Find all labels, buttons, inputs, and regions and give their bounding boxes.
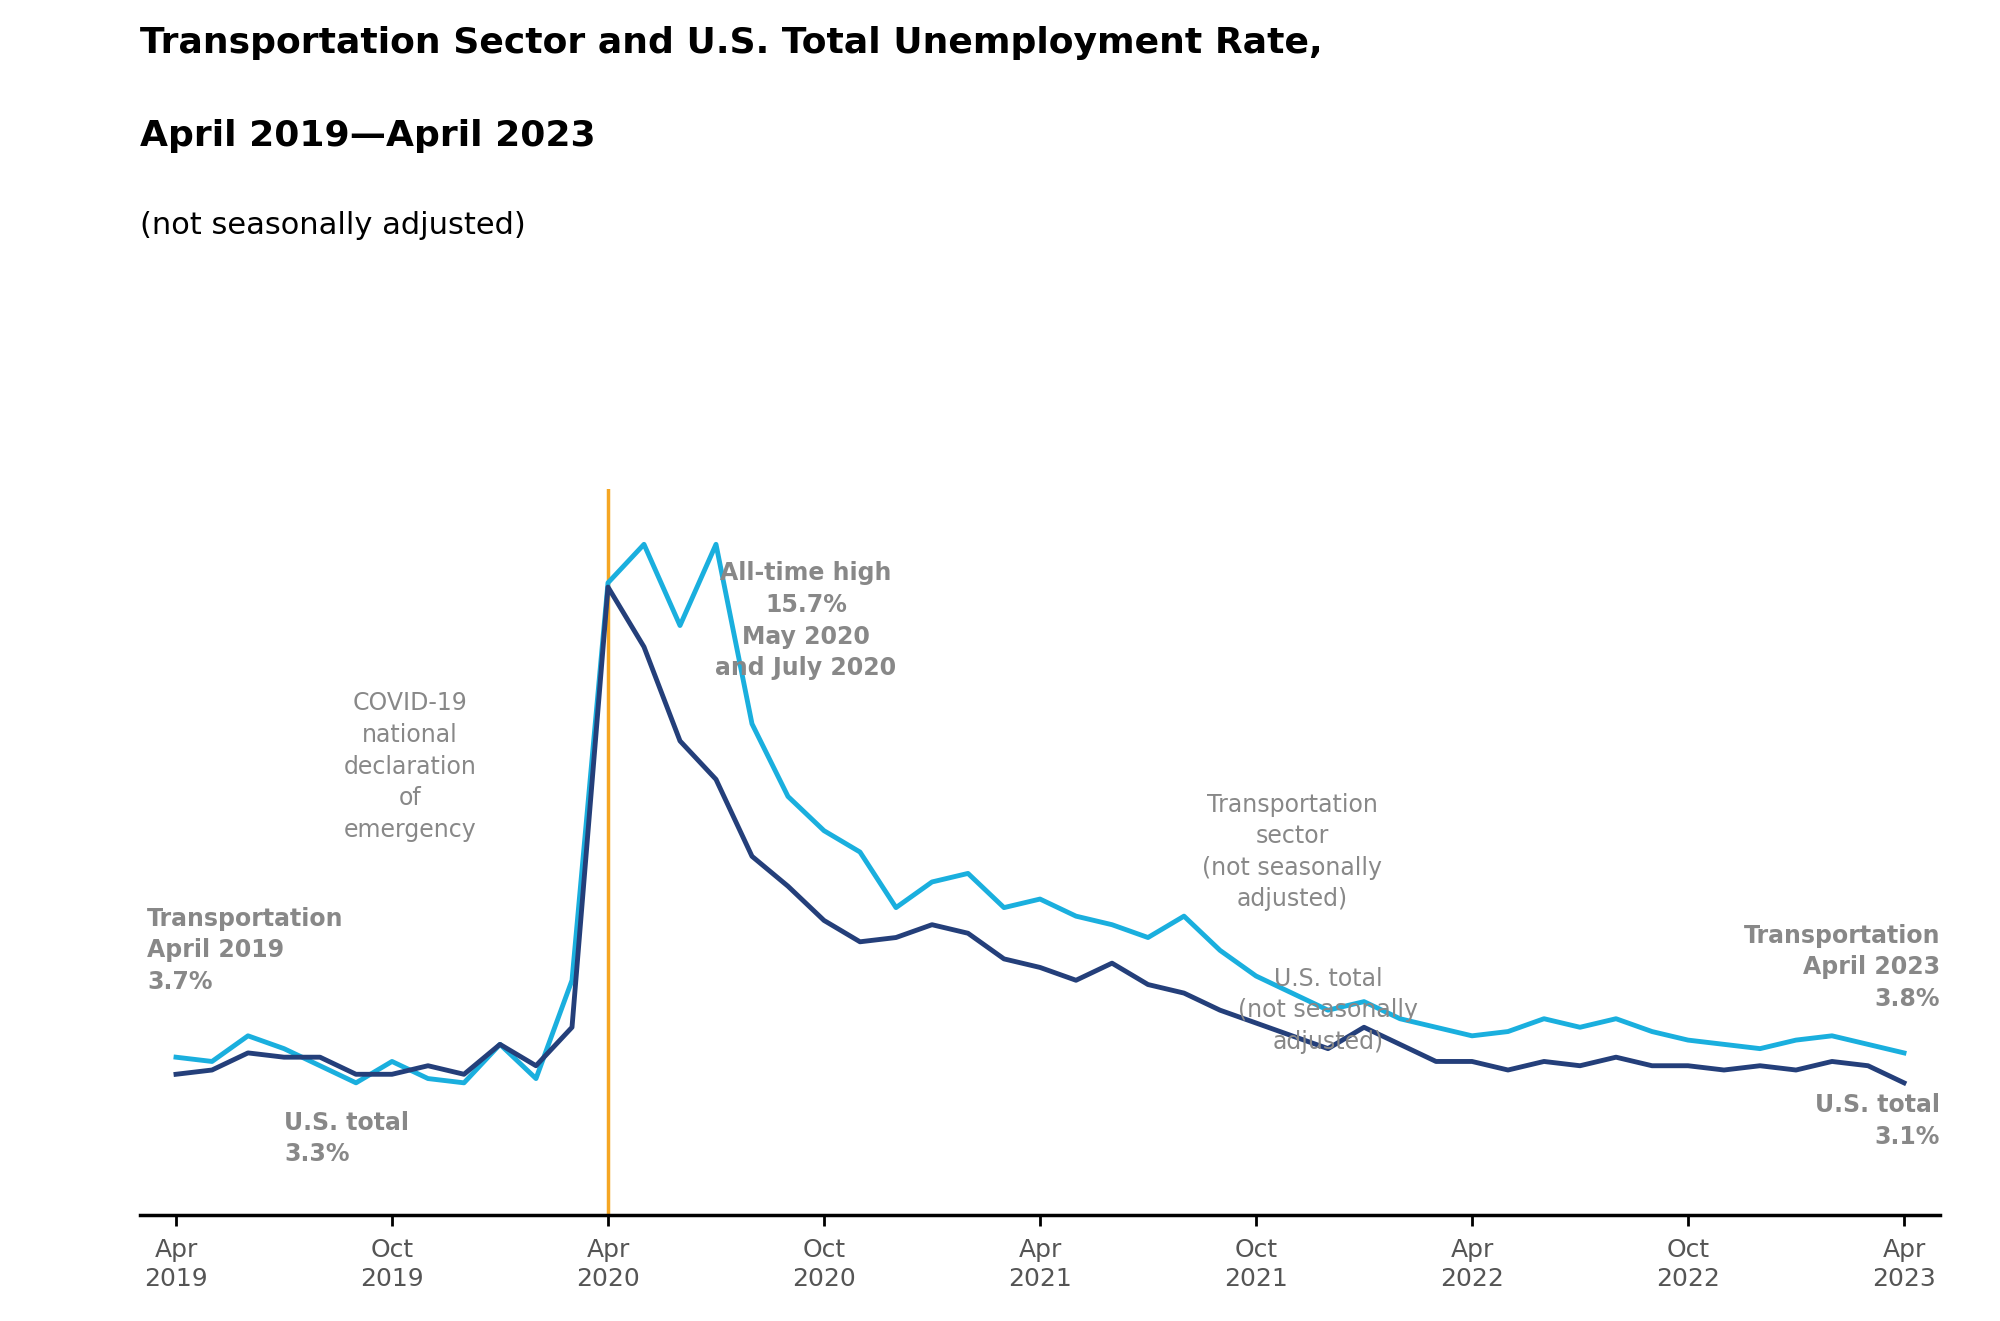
- Text: U.S. total
(not seasonally
adjusted): U.S. total (not seasonally adjusted): [1238, 967, 1418, 1054]
- Text: Transportation Sector and U.S. Total Unemployment Rate,: Transportation Sector and U.S. Total Une…: [140, 26, 1322, 61]
- Text: All-time high
15.7%
May 2020
and July 2020: All-time high 15.7% May 2020 and July 20…: [716, 561, 896, 680]
- Text: Transportation
April 2023
3.8%: Transportation April 2023 3.8%: [1744, 923, 1940, 1011]
- Text: U.S. total
3.3%: U.S. total 3.3%: [284, 1111, 410, 1166]
- Text: Transportation
sector
(not seasonally
adjusted): Transportation sector (not seasonally ad…: [1202, 793, 1382, 911]
- Text: Transportation
April 2019
3.7%: Transportation April 2019 3.7%: [148, 906, 344, 993]
- Text: COVID-19
national
declaration
of
emergency: COVID-19 national declaration of emergen…: [344, 691, 476, 841]
- Text: (not seasonally adjusted): (not seasonally adjusted): [140, 211, 526, 240]
- Text: April 2019—April 2023: April 2019—April 2023: [140, 119, 596, 153]
- Text: U.S. total
3.1%: U.S. total 3.1%: [1816, 1094, 1940, 1149]
